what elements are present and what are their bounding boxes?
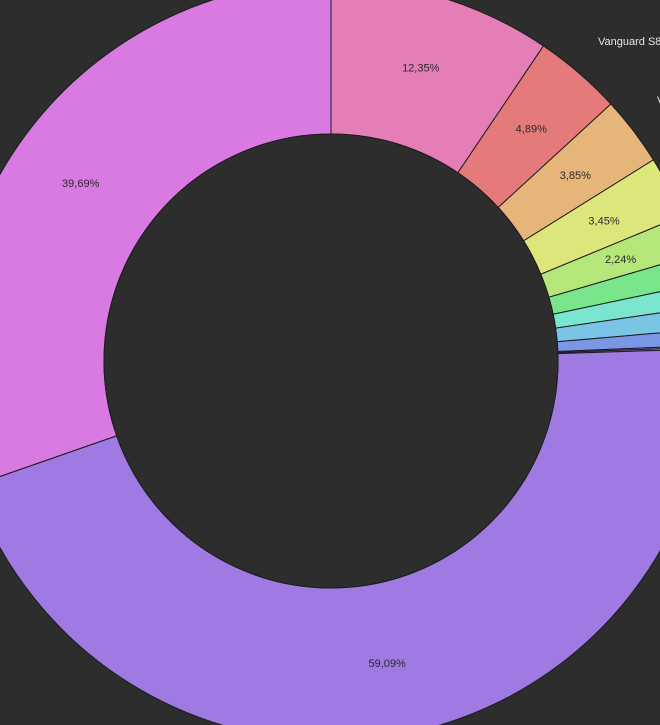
donut-hole [103, 133, 559, 589]
slice-value-label-1: 4,89% [516, 123, 547, 135]
slice-labels: 12,35% 4,89% 3,85% 3,45% 2,24% 59,09% 39,69% [62, 62, 636, 669]
slice-value-label-11: 59,09% [369, 658, 407, 670]
slice-value-label-0: 12,35% [402, 62, 440, 74]
slice-value-label-3: 3,45% [588, 216, 619, 228]
legend-label-partial: V [657, 95, 660, 107]
slice-value-label-2: 3,85% [560, 170, 591, 182]
legend-label-vanguard: Vanguard S8 [598, 36, 660, 48]
legend: Vanguard S8 V [598, 36, 660, 107]
slice-value-label-4: 2,24% [605, 254, 636, 266]
slice-value-label-12: 39,69% [62, 178, 100, 190]
